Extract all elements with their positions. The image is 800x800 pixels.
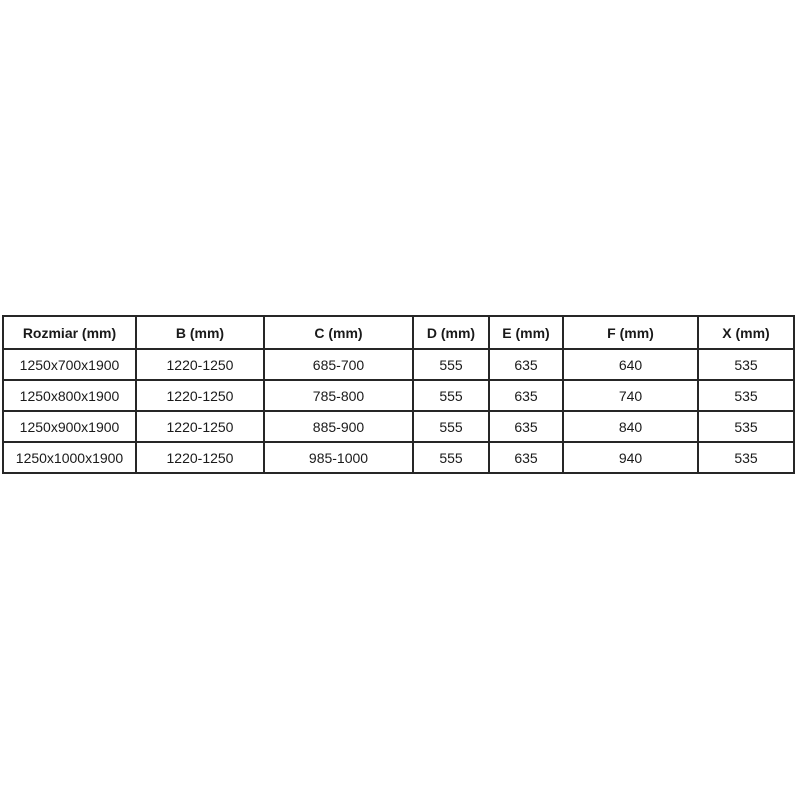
cell-b: 1220-1250 <box>135 441 265 474</box>
cell-e: 635 <box>488 441 564 474</box>
column-header-d: D (mm) <box>412 315 490 350</box>
cell-c: 685-700 <box>263 348 414 381</box>
cell-x: 535 <box>697 410 795 443</box>
column-header-x: X (mm) <box>697 315 795 350</box>
column-header-b: B (mm) <box>135 315 265 350</box>
cell-e: 635 <box>488 379 564 412</box>
table-row: 1250x700x1900 1220-1250 685-700 555 635 … <box>2 348 795 381</box>
dimensions-spec-table: Rozmiar (mm) B (mm) C (mm) D (mm) E (mm)… <box>2 315 795 474</box>
cell-b: 1220-1250 <box>135 410 265 443</box>
cell-b: 1220-1250 <box>135 379 265 412</box>
cell-x: 535 <box>697 441 795 474</box>
cell-c: 985-1000 <box>263 441 414 474</box>
cell-d: 555 <box>412 441 490 474</box>
cell-rozmiar: 1250x1000x1900 <box>2 441 137 474</box>
cell-rozmiar: 1250x700x1900 <box>2 348 137 381</box>
cell-f: 640 <box>562 348 699 381</box>
header-row: Rozmiar (mm) B (mm) C (mm) D (mm) E (mm)… <box>2 315 795 350</box>
cell-rozmiar: 1250x900x1900 <box>2 410 137 443</box>
cell-rozmiar: 1250x800x1900 <box>2 379 137 412</box>
column-header-rozmiar: Rozmiar (mm) <box>2 315 137 350</box>
table-row: 1250x900x1900 1220-1250 885-900 555 635 … <box>2 410 795 443</box>
column-header-e: E (mm) <box>488 315 564 350</box>
cell-x: 535 <box>697 379 795 412</box>
cell-e: 635 <box>488 348 564 381</box>
cell-d: 555 <box>412 379 490 412</box>
cell-d: 555 <box>412 410 490 443</box>
cell-c: 885-900 <box>263 410 414 443</box>
column-header-c: C (mm) <box>263 315 414 350</box>
table-row: 1250x1000x1900 1220-1250 985-1000 555 63… <box>2 441 795 474</box>
cell-f: 740 <box>562 379 699 412</box>
cell-b: 1220-1250 <box>135 348 265 381</box>
cell-c: 785-800 <box>263 379 414 412</box>
cell-f: 940 <box>562 441 699 474</box>
cell-x: 535 <box>697 348 795 381</box>
cell-d: 555 <box>412 348 490 381</box>
cell-f: 840 <box>562 410 699 443</box>
table-row: 1250x800x1900 1220-1250 785-800 555 635 … <box>2 379 795 412</box>
cell-e: 635 <box>488 410 564 443</box>
column-header-f: F (mm) <box>562 315 699 350</box>
